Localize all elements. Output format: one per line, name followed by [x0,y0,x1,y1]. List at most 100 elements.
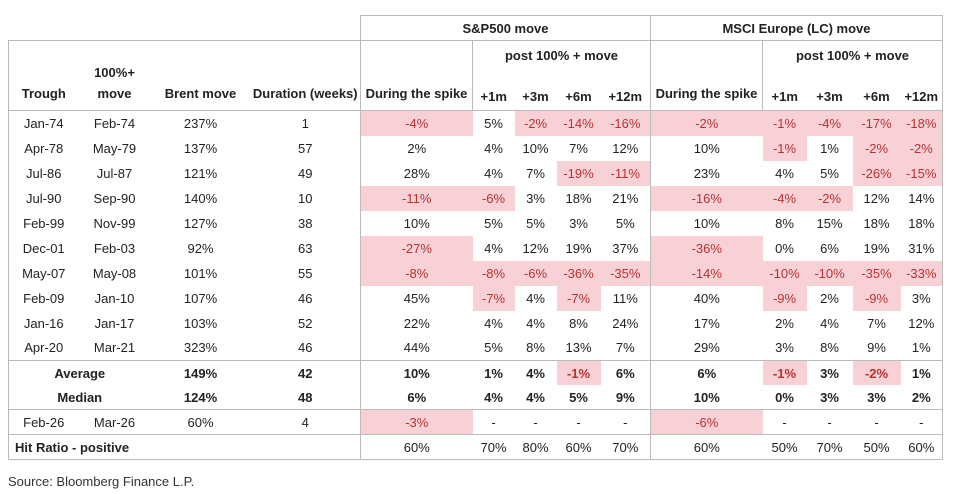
table-cell: 9% [852,335,901,361]
table-row: Apr-78 May-79 137% 57 2% 4% 10% 7% 12% 10% -1% 1% -2… [8,135,943,161]
table-cell: -15% [900,160,943,186]
table-cell: Jul-87 [96,165,133,181]
table-cell: -16% [600,110,651,136]
table-cell: 19% [565,240,592,256]
table-cell: 5% [556,385,601,410]
table-cell: 6% [615,365,635,381]
column-header: +12m [600,70,651,111]
table-row: Jan-16 Jan-17 103% 52 22% 4% 4% 8% 24% 17% 2% 4% 7% 1… [8,310,943,336]
table-cell: -11% [600,160,651,186]
table-cell: 22% [360,310,473,336]
table-cell: 8% [775,215,794,231]
table-cell: Feb-03 [93,240,136,256]
table-cell: 4% [820,315,839,331]
table-cell: 12% [522,240,549,256]
table-cell: Jan-74 [8,110,79,136]
row-label: Median [8,385,151,410]
table-cell: 60% [900,434,943,460]
table-cell: 137% [183,140,218,156]
table-cell: 60% [556,434,601,460]
table-cell: 1% [820,140,839,156]
table-cell: 24% [612,315,639,331]
table-cell: 10% [650,210,763,236]
table-cell: 3% [569,215,588,231]
table-cell: 10% [360,210,473,236]
table-cell: Sep-90 [93,190,136,206]
table-cell: 23% [650,160,763,186]
table-cell: 4% [484,165,503,181]
table-cell: 31% [900,235,943,261]
column-header: During the spike [650,40,763,111]
table-cell: 70% [806,434,853,460]
table-cell: 60% [650,434,763,460]
table-cell: 42 [298,365,313,381]
table-cell: 3% [526,190,545,206]
table-cell: 19% [863,240,890,256]
table-cell: - [762,409,807,435]
table-cell: 101% [183,265,218,281]
table-cell: 50% [852,434,901,460]
table-cell: 48 [250,385,361,410]
table-cell: -27% [360,235,473,261]
column-header: Duration (weeks) [250,40,361,111]
table-cell: -35% [852,260,901,286]
table-cell: Mar-21 [78,335,151,361]
table-cell: 107% [183,290,218,306]
table-cell: 6% [650,360,763,385]
table-cell: 8% [569,315,588,331]
column-header: +6m [852,70,901,111]
table-cell: 44% [360,335,473,361]
table-cell: Nov-99 [93,215,136,231]
table-cell: -6% [514,260,557,286]
table-cell: 10 [298,190,313,206]
table-cell: 2% [820,290,839,306]
table-row: S&P500 move MSCI Europe (LC) move [9,15,943,41]
table-cell: 18% [565,190,592,206]
table-cell: 2% [360,135,473,161]
table-cell: 60% [150,409,251,435]
table-cell: -4% [360,110,473,136]
table-cell: 237% [183,115,218,131]
table-cell: -4% [762,185,807,211]
table-cell: 21% [612,190,639,206]
table-cell: Mar-26 [78,409,151,435]
table-cell: 7% [526,165,545,181]
table-cell: -2% [514,110,557,136]
group-header: S&P500 move [360,15,651,41]
table-cell: -2% [900,135,943,161]
table-row: Feb-09 Jan-10 107% 46 45% -7% 4% -7% 11% 40% -9% 2%… [8,285,943,311]
table-cell: -2% [852,360,901,385]
blank-cell [251,16,361,41]
table-cell: - [806,409,853,435]
table-cell: -36% [556,260,601,286]
table-cell: 2% [775,315,794,331]
table-cell: -6% [472,185,515,211]
table-cell: 121% [183,165,218,181]
table-cell: -26% [852,160,901,186]
table-cell: - [472,409,515,435]
table-cell: 70% [472,434,515,460]
table-cell: 10% [650,135,763,161]
table-cell: 6% [360,385,473,410]
table-cell: -10% [762,260,807,286]
table-row: Hit Ratio - positive 60% 70% 80% 60% 70% 60% 50… [8,434,943,460]
table-cell: -1% [762,110,807,136]
table-cell: Apr-78 [8,135,79,161]
table-cell: 9% [600,385,651,410]
table-cell: 38 [298,215,313,231]
table-cell: Jul-86 [8,160,79,186]
column-header: +3m [806,70,853,111]
table-cell: Feb-99 [8,210,79,236]
blank-cell [151,16,251,41]
source-note: Source: Bloomberg Finance L.P. [8,474,195,489]
table-cell: 4% [484,140,503,156]
table-cell: Jan-17 [94,315,135,331]
table-cell: 149% [183,365,218,381]
table-row: Dec-01 Feb-03 92% 63 -27% 4% 12% 19% 37% -36% 0% 6%… [8,235,943,261]
table-cell: 1% [484,365,503,381]
table-cell: 12% [900,310,943,336]
table-cell: May-07 [8,260,79,286]
table-row: Feb-99 Nov-99 127% 38 10% 5% 5% 3% 5% 10% 8% 15% 18%… [8,210,943,236]
table-cell: 49 [298,165,313,181]
table-cell: -1% [762,360,807,385]
